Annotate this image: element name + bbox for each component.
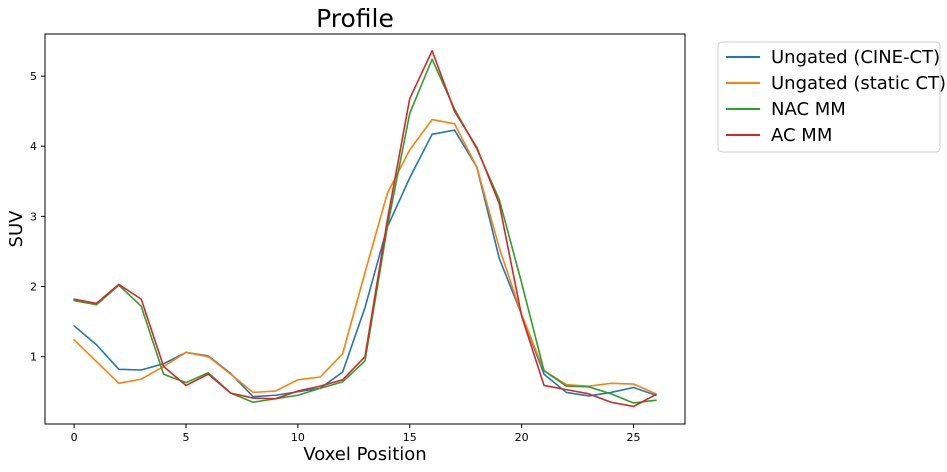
series-line-nac-mm <box>73 58 657 404</box>
legend: Ungated (CINE-CT) Ungated (static CT) NAC … <box>717 41 946 153</box>
legend-label-ungated-cine-ct: Ungated (CINE-CT) <box>771 47 940 68</box>
y-tick-label: 1 <box>30 351 37 364</box>
legend-label-ungated-static-ct: Ungated (static CT) <box>771 73 946 94</box>
legend-label-nac-mm: NAC MM <box>771 99 846 120</box>
x-tick-label: 0 <box>71 431 78 444</box>
y-axis-label: SUV <box>6 210 27 248</box>
y-axis: 1 2 3 4 5 <box>30 70 45 364</box>
y-tick-label: 5 <box>30 70 37 83</box>
x-axis-label: Voxel Position <box>303 444 426 465</box>
y-tick-label: 4 <box>30 140 37 153</box>
series-lines <box>73 50 657 408</box>
series-line-ungated-cine-ct <box>73 129 657 398</box>
legend-frame <box>717 41 941 153</box>
legend-label-ac-mm: AC MM <box>771 125 832 146</box>
x-tick-label: 20 <box>515 431 529 444</box>
series-line-ac-mm <box>73 50 657 408</box>
x-axis: 0 5 10 15 20 25 <box>71 424 641 444</box>
x-tick-label: 25 <box>627 431 641 444</box>
x-tick-label: 10 <box>291 431 305 444</box>
chart-title: Profile <box>316 4 394 33</box>
plot-frame <box>44 33 686 425</box>
y-tick-label: 3 <box>30 210 37 223</box>
x-tick-label: 15 <box>403 431 417 444</box>
plot-area <box>44 33 686 425</box>
x-tick-label: 5 <box>182 431 189 444</box>
y-tick-label: 2 <box>30 281 37 294</box>
